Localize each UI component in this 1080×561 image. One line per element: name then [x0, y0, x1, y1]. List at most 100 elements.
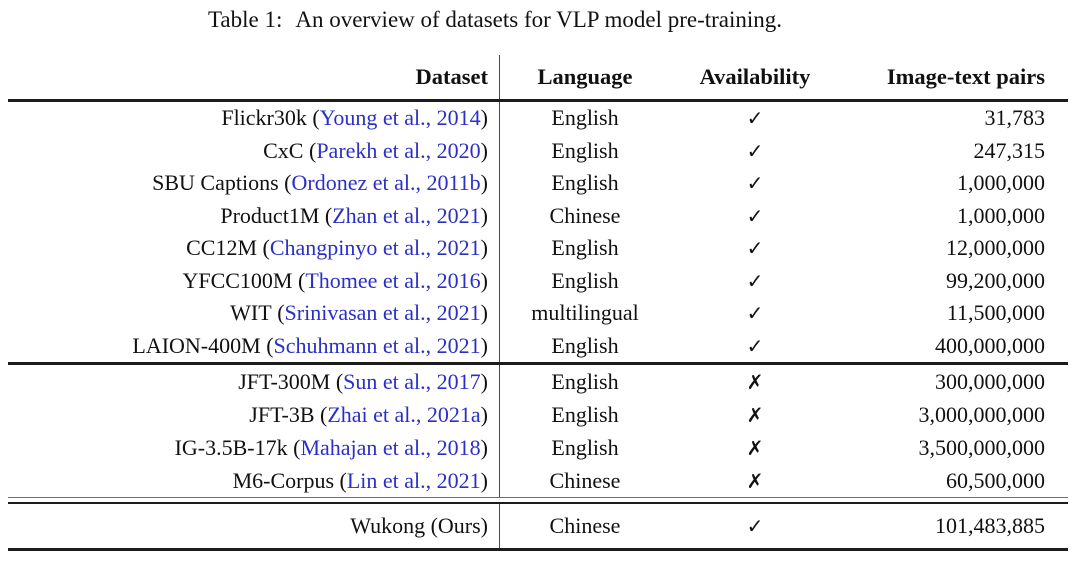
pairs-cell: 3,500,000,000 [918, 434, 1046, 460]
pairs-cell: 31,783 [984, 105, 1046, 131]
table-row: JFT-300M (Sun et al., 2017) English ✗ 30… [8, 365, 1068, 398]
col-header-dataset: Dataset [8, 55, 500, 99]
citation-paren-close: ) [480, 332, 488, 358]
table-caption: Table 1: An overview of datasets for VLP … [0, 7, 990, 33]
availability-mark-icon: ✓ [746, 236, 764, 261]
dataset-cell: CxC (Parekh et al., 2020) [8, 134, 500, 167]
citation-paren-open: ( [278, 170, 292, 196]
dataset-name: CC12M [186, 235, 258, 261]
dataset-cell: Wukong (Ours) [8, 504, 500, 548]
table-row: JFT-3B (Zhai et al., 2021a) English ✗ 3,… [8, 398, 1068, 431]
citation-paren-open: ( [314, 401, 328, 427]
availability-mark-icon: ✓ [746, 203, 764, 228]
citation-link[interactable]: Ordonez et al., 2011b [291, 170, 481, 196]
citation-paren-close: ) [480, 300, 488, 326]
availability-cell: ✓ [670, 235, 840, 261]
dataset-cell: M6-Corpus (Lin et al., 2021) [8, 464, 500, 497]
availability-cell: ✓ [670, 170, 840, 196]
language-cell: multilingual [531, 300, 639, 326]
pairs-cell: 1,000,000 [957, 202, 1045, 228]
dataset-name: SBU Captions [152, 170, 279, 196]
dataset-cell: Flickr30k (Young et al., 2014) [8, 102, 500, 135]
dataset-name: IG-3.5B-17k [174, 434, 288, 460]
table-row: SBU Captions (Ordonez et al., 2011b) Eng… [8, 167, 1068, 200]
table-row: CC12M (Changpinyo et al., 2021) English … [8, 232, 1068, 265]
caption-label: Table 1: [207, 7, 283, 32]
citation-link[interactable]: Parekh et al., 2020 [316, 137, 481, 163]
dataset-name: CxC [263, 137, 304, 163]
citation-link[interactable]: Zhai et al., 2021a [327, 401, 481, 427]
language-cell: English [551, 235, 619, 261]
citation-link[interactable]: Srinivasan et al., 2021 [284, 300, 481, 326]
availability-mark-icon: ✓ [746, 514, 764, 538]
citation-paren-close: ) [480, 401, 488, 427]
table-row: IG-3.5B-17k (Mahajan et al., 2018) Engli… [8, 431, 1068, 464]
availability-cell: ✓ [670, 513, 840, 539]
pairs-cell: 1,000,000 [957, 170, 1045, 196]
citation-link[interactable]: Young et al., 2014 [319, 105, 481, 131]
table-header-row: Dataset Language Availability Image-text… [8, 55, 1068, 102]
citation-paren-close: ) [480, 170, 488, 196]
language-cell: English [551, 267, 619, 293]
availability-cell: ✓ [670, 138, 840, 164]
table-row: Flickr30k (Young et al., 2014) English ✓… [8, 102, 1068, 135]
pairs-cell: 12,000,000 [946, 235, 1045, 261]
availability-mark-icon: ✗ [746, 468, 764, 493]
pairs-cell: 247,315 [973, 137, 1046, 163]
citation-paren-close: ) [480, 434, 488, 460]
language-cell: Chinese [549, 513, 621, 538]
availability-cell: ✗ [670, 369, 840, 395]
citation-paren-close: ) [480, 137, 488, 163]
citation-paren-open: ( [271, 300, 285, 326]
availability-mark-icon: ✓ [746, 171, 764, 196]
table-row: YFCC100M (Thomee et al., 2016) English ✓… [8, 264, 1068, 297]
citation-paren-open: ( [287, 434, 301, 460]
dataset-name: JFT-3B [249, 401, 315, 427]
language-cell: English [551, 368, 619, 394]
availability-cell: ✗ [670, 468, 840, 494]
citation-link[interactable]: Thomee et al., 2016 [305, 267, 481, 293]
availability-mark-icon: ✗ [746, 435, 764, 460]
language-cell: English [551, 332, 619, 358]
language-cell: Chinese [549, 467, 621, 493]
availability-cell: ✓ [670, 268, 840, 294]
dataset-name: LAION-400M [132, 332, 261, 358]
citation-paren-open: ( [334, 467, 347, 493]
citation-link[interactable]: Sun et al., 2017 [343, 368, 481, 394]
dataset-cell: Product1M (Zhan et al., 2021) [8, 199, 500, 232]
citation-link[interactable]: Changpinyo et al., 2021 [269, 235, 481, 261]
dataset-cell: YFCC100M (Thomee et al., 2016) [8, 264, 500, 297]
citation-paren-open: ( [330, 368, 344, 394]
availability-cell: ✓ [670, 203, 840, 229]
pairs-cell: 101,483,885 [935, 513, 1045, 538]
dataset-name: JFT-300M [238, 368, 331, 394]
availability-mark-icon: ✗ [746, 402, 764, 427]
pairs-cell: 300,000,000 [935, 368, 1045, 394]
availability-mark-icon: ✓ [746, 268, 764, 293]
dataset-name: M6-Corpus [232, 467, 335, 493]
citation-link[interactable]: Schuhmann et al., 2021 [273, 332, 481, 358]
citation-link[interactable]: Zhan et al., 2021 [332, 202, 481, 228]
language-cell: Chinese [549, 202, 621, 228]
dataset-cell: WIT (Srinivasan et al., 2021) [8, 297, 500, 330]
dataset-name: WIT [230, 300, 272, 326]
citation-paren-open: ( [260, 332, 274, 358]
availability-cell: ✓ [670, 105, 840, 131]
language-cell: English [551, 170, 619, 196]
citation-paren-open: ( [257, 235, 270, 261]
table-row: Wukong (Ours) Chinese ✓ 101,483,885 [8, 504, 1068, 548]
dataset-name: Flickr30k [221, 105, 307, 131]
availability-cell: ✗ [670, 402, 840, 428]
availability-cell: ✗ [670, 435, 840, 461]
pairs-cell: 3,000,000,000 [918, 401, 1046, 427]
dataset-cell: IG-3.5B-17k (Mahajan et al., 2018) [8, 431, 500, 464]
col-header-availability: Availability [699, 64, 811, 89]
citation-link[interactable]: Lin et al., 2021 [346, 467, 481, 493]
citation-paren-close: ) [480, 267, 488, 293]
pairs-cell: 400,000,000 [935, 332, 1045, 358]
citation-paren-close: ) [480, 467, 488, 493]
citation-paren-open: ( [303, 137, 317, 163]
citation-paren-close: ) [480, 105, 488, 131]
citation-link[interactable]: Mahajan et al., 2018 [300, 434, 481, 460]
